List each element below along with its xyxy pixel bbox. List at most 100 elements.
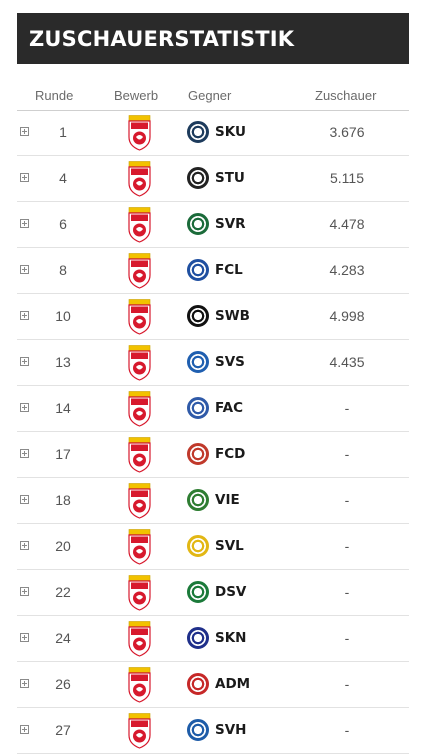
column-header-runde: Runde xyxy=(35,88,74,103)
gegner-cell: ADM xyxy=(215,676,251,692)
zuschauer-cell: - xyxy=(344,676,350,692)
table-header: Runde Bewerb Gegner Zuschauer xyxy=(17,84,409,111)
club-logo-icon xyxy=(187,305,209,327)
zuschauer-cell: 4.283 xyxy=(329,262,365,278)
club-logo-icon xyxy=(187,167,209,189)
runde-cell: 24 xyxy=(55,630,71,646)
runde-cell: 26 xyxy=(55,676,71,692)
club-logo-icon xyxy=(187,581,209,603)
gegner-cell: FCD xyxy=(215,446,246,462)
zuschauer-cell: 4.435 xyxy=(329,354,365,370)
league-badge-icon xyxy=(126,713,153,749)
league-badge-icon xyxy=(126,207,153,243)
runde-cell: 10 xyxy=(55,308,71,324)
league-badge-icon xyxy=(126,299,153,335)
league-badge-icon xyxy=(126,621,153,657)
gegner-cell: SVH xyxy=(215,722,247,738)
table-row[interactable]: 14 FAC - xyxy=(17,386,409,432)
zuschauer-cell: - xyxy=(344,538,350,554)
club-logo-icon xyxy=(187,259,209,281)
table-row[interactable]: 18 VIE - xyxy=(17,478,409,524)
club-logo-icon xyxy=(187,443,209,465)
runde-cell: 20 xyxy=(55,538,71,554)
runde-cell: 6 xyxy=(59,216,67,232)
expand-icon[interactable] xyxy=(20,541,29,550)
table-row[interactable]: 26 ADM - xyxy=(17,662,409,708)
zuschauer-cell: 5.115 xyxy=(330,170,364,186)
runde-cell: 13 xyxy=(55,354,71,370)
table-row[interactable]: 1 SKU 3.676 xyxy=(17,110,409,156)
expand-icon[interactable] xyxy=(20,265,29,274)
expand-icon[interactable] xyxy=(20,311,29,320)
runde-cell: 14 xyxy=(55,400,71,416)
league-badge-icon xyxy=(126,345,153,381)
league-badge-icon xyxy=(126,575,153,611)
page-title: ZUSCHAUERSTATISTIK xyxy=(17,13,409,64)
table-row[interactable]: 6 SVR 4.478 xyxy=(17,202,409,248)
expand-icon[interactable] xyxy=(20,173,29,182)
table-row[interactable]: 8 FCL 4.283 xyxy=(17,248,409,294)
zuschauer-cell: - xyxy=(344,446,350,462)
gegner-cell: DSV xyxy=(215,584,247,600)
gegner-cell: FCL xyxy=(215,262,243,278)
table-row[interactable]: 17 FCD - xyxy=(17,432,409,478)
zuschauer-cell: 4.478 xyxy=(329,216,365,232)
gegner-cell: SKN xyxy=(215,630,247,646)
gegner-cell: SWB xyxy=(215,308,250,324)
expand-icon[interactable] xyxy=(20,725,29,734)
club-logo-icon xyxy=(187,213,209,235)
runde-cell: 4 xyxy=(59,170,67,186)
gegner-cell: SKU xyxy=(215,124,246,140)
gegner-cell: SVL xyxy=(215,538,244,554)
club-logo-icon xyxy=(187,397,209,419)
runde-cell: 17 xyxy=(55,446,71,462)
league-badge-icon xyxy=(126,391,153,427)
expand-icon[interactable] xyxy=(20,403,29,412)
club-logo-icon xyxy=(187,489,209,511)
zuschauer-cell: 3.676 xyxy=(329,124,365,140)
zuschauer-cell: - xyxy=(344,630,350,646)
runde-cell: 27 xyxy=(55,722,71,738)
table-row[interactable]: 20 SVL - xyxy=(17,524,409,570)
zuschauer-cell: - xyxy=(344,492,350,508)
table-row[interactable]: 27 SVH - xyxy=(17,708,409,754)
gegner-cell: STU xyxy=(215,170,245,186)
column-header-zuschauer: Zuschauer xyxy=(315,88,377,103)
league-badge-icon xyxy=(126,483,153,519)
table-row[interactable]: 4 STU 5.115 xyxy=(17,156,409,202)
league-badge-icon xyxy=(126,667,153,703)
expand-icon[interactable] xyxy=(20,449,29,458)
gegner-cell: VIE xyxy=(215,492,240,508)
league-badge-icon xyxy=(126,253,153,289)
league-badge-icon xyxy=(126,437,153,473)
expand-icon[interactable] xyxy=(20,219,29,228)
table-row[interactable]: 24 SKN - xyxy=(17,616,409,662)
gegner-cell: FAC xyxy=(215,400,244,416)
expand-icon[interactable] xyxy=(20,127,29,136)
zuschauer-cell: - xyxy=(344,584,350,600)
club-logo-icon xyxy=(187,627,209,649)
club-logo-icon xyxy=(187,719,209,741)
league-badge-icon xyxy=(126,529,153,565)
table-row[interactable]: 13 SVS 4.435 xyxy=(17,340,409,386)
expand-icon[interactable] xyxy=(20,679,29,688)
league-badge-icon xyxy=(126,161,153,197)
runde-cell: 18 xyxy=(55,492,71,508)
column-header-bewerb: Bewerb xyxy=(114,88,159,103)
gegner-cell: SVS xyxy=(215,354,245,370)
gegner-cell: SVR xyxy=(215,216,246,232)
expand-icon[interactable] xyxy=(20,357,29,366)
league-badge-icon xyxy=(126,115,153,151)
zuschauer-cell: - xyxy=(344,722,350,738)
table-body: 1 SKU 3.676 4 STU 5.115 6 SVR xyxy=(17,110,409,754)
club-logo-icon xyxy=(187,121,209,143)
expand-icon[interactable] xyxy=(20,587,29,596)
table-row[interactable]: 10 SWB 4.998 xyxy=(17,294,409,340)
zuschauer-cell: - xyxy=(344,400,350,416)
runde-cell: 1 xyxy=(59,124,67,140)
runde-cell: 8 xyxy=(59,262,67,278)
expand-icon[interactable] xyxy=(20,495,29,504)
zuschauer-cell: 4.998 xyxy=(329,308,365,324)
table-row[interactable]: 22 DSV - xyxy=(17,570,409,616)
expand-icon[interactable] xyxy=(20,633,29,642)
